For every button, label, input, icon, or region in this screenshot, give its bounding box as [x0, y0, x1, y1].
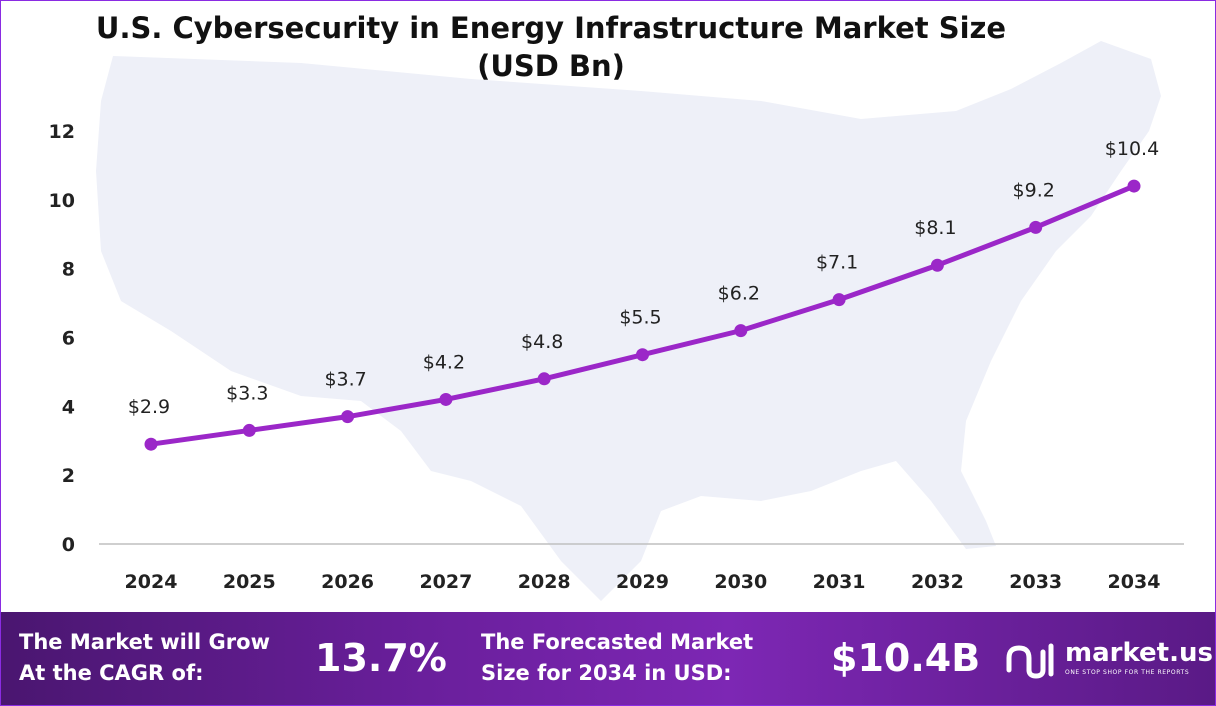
x-tick-label: 2030: [714, 571, 767, 593]
y-tick-label: 6: [62, 328, 75, 350]
x-tick-label: 2025: [223, 571, 276, 593]
data-label: $3.7: [324, 369, 366, 391]
cagr-label-line-1: The Market will Grow: [19, 630, 270, 654]
logo-tagline: ONE STOP SHOP FOR THE REPORTS: [1065, 669, 1190, 676]
chart-svg: 0 2 4 6 8 10 12 2024 2025 2026 2027 2028 2029 2030 203…: [49, 41, 1184, 601]
x-tick-label: 2028: [518, 571, 571, 593]
forecast-label-line-1: The Forecasted Market: [481, 630, 754, 654]
data-point: [242, 423, 256, 437]
data-label: $6.2: [718, 283, 760, 305]
y-tick-label: 10: [49, 190, 75, 212]
x-tick-label: 2027: [419, 571, 472, 593]
y-tick-label: 0: [62, 534, 75, 556]
data-point: [341, 410, 355, 424]
data-label: $4.8: [521, 331, 563, 353]
data-point: [832, 293, 846, 307]
data-point: [537, 372, 551, 386]
data-label: $5.5: [619, 307, 661, 329]
x-tick-label: 2033: [1009, 571, 1062, 593]
y-tick-label: 8: [62, 259, 75, 281]
market-us-logo-icon: [1006, 643, 1054, 679]
data-point: [636, 348, 649, 362]
cagr-value: 13.7%: [315, 636, 447, 680]
y-tick-label: 2: [62, 465, 75, 487]
data-label: $8.1: [914, 217, 956, 239]
data-point: [439, 392, 453, 406]
forecast-label-line-2: Size for 2034 in USD:: [481, 661, 732, 685]
data-point: [1127, 179, 1141, 193]
market-us-logo[interactable]: market.us ONE STOP SHOP FOR THE REPORTS: [1005, 638, 1215, 682]
forecast-value: $10.4B: [831, 636, 981, 680]
logo-text: market.us: [1065, 638, 1213, 668]
data-point: [734, 324, 748, 338]
x-tick-label: 2032: [911, 571, 964, 593]
y-tick-label: 4: [62, 396, 75, 418]
data-point: [1029, 220, 1043, 234]
y-tick-label: 12: [49, 121, 75, 143]
data-label: $3.3: [226, 382, 268, 404]
cagr-label-line-2: At the CAGR of:: [19, 661, 204, 685]
data-label: $7.1: [816, 252, 858, 274]
x-tick-label: 2031: [813, 571, 866, 593]
data-label: $2.9: [128, 396, 170, 418]
data-label: $4.2: [423, 351, 465, 373]
data-label: $9.2: [1013, 179, 1055, 201]
footer-banner: The Market will Grow At the CAGR of: 13.…: [1, 612, 1215, 705]
data-point: [930, 258, 944, 272]
x-tick-label: 2024: [125, 571, 178, 593]
data-label: $10.4: [1105, 138, 1159, 160]
us-map-silhouette: [96, 41, 1161, 601]
x-tick-label: 2029: [616, 571, 669, 593]
x-tick-label: 2034: [1108, 571, 1161, 593]
x-tick-label: 2026: [321, 571, 374, 593]
chart-title: U.S. Cybersecurity in Energy Infrastruct…: [95, 11, 1007, 83]
data-point: [144, 437, 158, 451]
